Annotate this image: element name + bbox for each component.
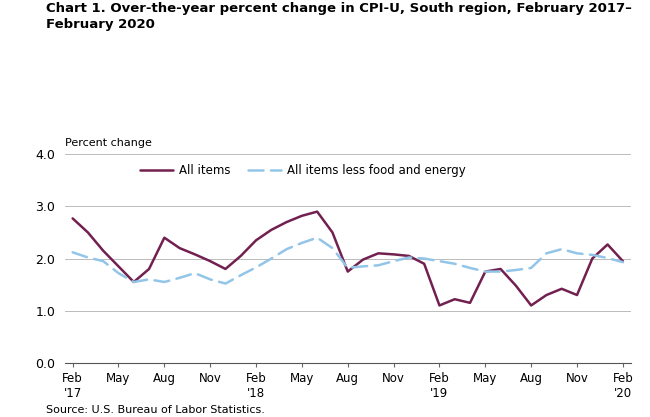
- All items: [114, 264, 122, 269]
- All items less food and energy: [328, 246, 336, 251]
- All items less food and energy: [421, 256, 428, 261]
- All items: [69, 216, 77, 221]
- All items: [390, 252, 398, 257]
- All items: [298, 214, 305, 219]
- All items: [573, 293, 581, 298]
- All items less food and energy: [298, 241, 305, 246]
- Line: All items less food and energy: All items less food and energy: [73, 238, 623, 284]
- All items: [252, 238, 260, 243]
- All items: [99, 248, 107, 253]
- All items less food and energy: [161, 279, 168, 284]
- All items less food and energy: [543, 251, 551, 256]
- All items less food and energy: [84, 255, 92, 260]
- All items: [267, 227, 275, 232]
- All items: [619, 259, 627, 264]
- All items less food and energy: [604, 256, 612, 261]
- All items less food and energy: [252, 265, 260, 270]
- All items: [161, 235, 168, 240]
- All items less food and energy: [482, 269, 489, 274]
- All items less food and energy: [588, 252, 596, 257]
- All items: [313, 209, 321, 214]
- All items less food and energy: [497, 269, 504, 274]
- All items: [497, 266, 504, 271]
- All items: [145, 266, 153, 271]
- All items: [130, 279, 138, 284]
- All items less food and energy: [114, 271, 122, 276]
- All items: [604, 242, 612, 247]
- Text: Percent change: Percent change: [65, 138, 152, 148]
- All items: [374, 251, 382, 256]
- All items less food and energy: [619, 260, 627, 265]
- All items less food and energy: [283, 247, 291, 252]
- All items less food and energy: [99, 259, 107, 264]
- All items: [222, 266, 229, 271]
- All items less food and energy: [69, 250, 77, 255]
- All items: [359, 257, 367, 262]
- All items less food and energy: [267, 256, 275, 261]
- Text: Source: U.S. Bureau of Labor Statistics.: Source: U.S. Bureau of Labor Statistics.: [46, 405, 265, 415]
- All items: [558, 286, 566, 291]
- All items: [436, 303, 443, 308]
- All items less food and energy: [451, 261, 459, 266]
- All items less food and energy: [237, 273, 244, 278]
- Text: Chart 1. Over-the-year percent change in CPI-U, South region, February 2017–
Feb: Chart 1. Over-the-year percent change in…: [46, 2, 631, 31]
- All items: [237, 254, 244, 259]
- All items less food and energy: [527, 266, 535, 271]
- All items less food and energy: [130, 279, 138, 284]
- All items: [588, 256, 596, 261]
- All items less food and energy: [466, 266, 474, 271]
- All items: [451, 297, 459, 302]
- All items: [421, 261, 428, 266]
- All items less food and energy: [512, 268, 520, 273]
- All items less food and energy: [405, 255, 413, 260]
- All items: [191, 252, 199, 257]
- All items less food and energy: [344, 266, 352, 271]
- All items: [512, 283, 520, 288]
- All items: [466, 300, 474, 305]
- All items less food and energy: [191, 271, 199, 276]
- All items: [84, 230, 92, 235]
- All items less food and energy: [436, 259, 443, 264]
- Legend: All items, All items less food and energy: All items, All items less food and energ…: [140, 164, 465, 177]
- All items less food and energy: [313, 235, 321, 240]
- All items less food and energy: [145, 277, 153, 282]
- All items: [405, 254, 413, 259]
- Line: All items: All items: [73, 212, 623, 305]
- All items less food and energy: [573, 251, 581, 256]
- All items: [482, 269, 489, 274]
- All items less food and energy: [359, 264, 367, 269]
- All items less food and energy: [390, 259, 398, 264]
- All items: [344, 269, 352, 274]
- All items less food and energy: [222, 281, 229, 286]
- All items less food and energy: [374, 263, 382, 268]
- All items: [543, 293, 551, 298]
- All items: [206, 259, 214, 264]
- All items less food and energy: [176, 275, 183, 280]
- All items: [283, 219, 291, 224]
- All items: [176, 246, 183, 251]
- All items less food and energy: [558, 247, 566, 252]
- All items: [527, 303, 535, 308]
- All items less food and energy: [206, 277, 214, 282]
- All items: [328, 230, 336, 235]
